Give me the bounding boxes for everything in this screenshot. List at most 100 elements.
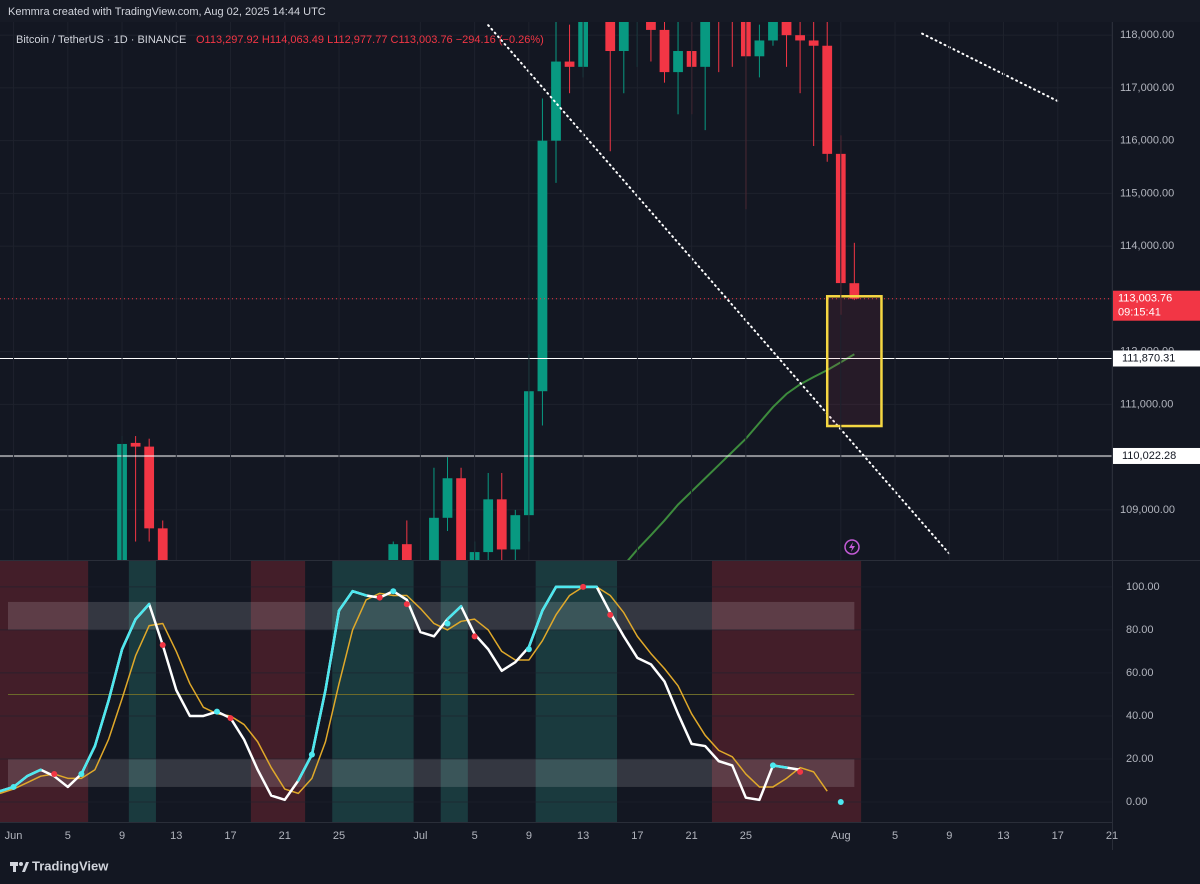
signal-dot bbox=[227, 715, 234, 722]
signal-dot bbox=[308, 751, 315, 758]
signal-dot bbox=[444, 620, 451, 627]
x-tick-label: 25 bbox=[740, 830, 752, 842]
rising-segment bbox=[93, 699, 110, 748]
y-tick-label: 109,000.00 bbox=[1120, 504, 1175, 516]
candle-body bbox=[537, 140, 548, 392]
candle-body bbox=[144, 446, 155, 529]
rising-segment bbox=[120, 617, 137, 651]
x-tick-label: 9 bbox=[119, 830, 125, 842]
signal-dot bbox=[213, 708, 220, 715]
y-tick-label: 20.00 bbox=[1126, 753, 1154, 765]
symbol: Bitcoin / TetherUS · 1D · BINANCE bbox=[16, 34, 186, 46]
candle-body bbox=[388, 544, 399, 560]
x-tick-label: 9 bbox=[946, 830, 952, 842]
x-tick-label: 13 bbox=[997, 830, 1009, 842]
brand-logo bbox=[10, 862, 29, 872]
trendline bbox=[921, 32, 1059, 103]
candle-body bbox=[456, 478, 466, 560]
axes: 109,000.00110,000.00111,000.00112,000.00… bbox=[5, 29, 1200, 842]
candle-body bbox=[564, 61, 575, 67]
y-tick-label: 118,000.00 bbox=[1120, 29, 1174, 41]
x-tick-label: 21 bbox=[279, 830, 291, 842]
band bbox=[8, 758, 855, 787]
y-tick-label: 80.00 bbox=[1126, 624, 1154, 636]
x-tick-label: 13 bbox=[170, 830, 182, 842]
signal-dot bbox=[51, 771, 58, 778]
candle-body bbox=[646, 22, 656, 30]
candle-body bbox=[795, 35, 805, 41]
signal-dot bbox=[10, 783, 17, 790]
candle-body bbox=[442, 478, 453, 518]
rising-segment bbox=[324, 609, 341, 692]
candle-body bbox=[700, 22, 711, 67]
y-tick-label: 114,000.00 bbox=[1120, 240, 1174, 252]
x-tick-label: 25 bbox=[333, 830, 345, 842]
zone bbox=[535, 560, 618, 822]
x-tick-label: 9 bbox=[526, 830, 532, 842]
zone bbox=[440, 560, 468, 822]
candle-body bbox=[429, 517, 439, 560]
signal-dot bbox=[797, 768, 804, 775]
oscillator-line bbox=[0, 586, 828, 795]
rising-segment bbox=[527, 609, 544, 649]
credit: Kemmra created with TradingView.com, Aug… bbox=[8, 6, 326, 18]
level-label: 111,870.31 bbox=[1122, 352, 1175, 364]
rising-segment bbox=[80, 744, 97, 776]
candle-body bbox=[618, 22, 629, 52]
price-pane bbox=[0, 22, 1112, 560]
zone bbox=[332, 560, 414, 822]
alert-icon[interactable] bbox=[844, 539, 860, 555]
oscillator-pane bbox=[0, 560, 1112, 822]
moving-average bbox=[627, 353, 855, 560]
level-label-box bbox=[1113, 447, 1200, 464]
rising-segment bbox=[337, 589, 354, 612]
signal-dot bbox=[769, 762, 776, 769]
signal-dot bbox=[580, 583, 587, 590]
candle-body bbox=[808, 40, 819, 46]
rising-segment bbox=[25, 768, 42, 778]
candle-body bbox=[768, 22, 778, 41]
rising-segment bbox=[107, 648, 124, 703]
candle-body bbox=[551, 61, 561, 141]
trendline bbox=[487, 24, 951, 555]
x-tick-label: Jun bbox=[5, 830, 23, 842]
y-tick-label: 115,000.00 bbox=[1120, 187, 1174, 199]
y-tick-label: 116,000.00 bbox=[1120, 135, 1174, 147]
candle-body bbox=[510, 515, 521, 550]
rising-segment bbox=[297, 753, 314, 782]
signal-dot bbox=[390, 588, 397, 595]
level-label-box bbox=[1113, 350, 1200, 367]
rising-segment bbox=[134, 602, 151, 621]
x-tick-label: Aug bbox=[831, 830, 851, 842]
candle-body bbox=[401, 544, 412, 560]
last-price-box bbox=[1113, 290, 1200, 321]
level-label: 110,022.28 bbox=[1122, 450, 1176, 462]
candle-body bbox=[130, 442, 141, 447]
x-tick-label: 17 bbox=[631, 830, 643, 842]
signal-dot bbox=[376, 594, 383, 601]
band bbox=[8, 601, 855, 630]
y-tick-label: 100.00 bbox=[1126, 581, 1160, 593]
y-tick-label: 40.00 bbox=[1126, 710, 1154, 722]
x-tick-label: 13 bbox=[577, 830, 589, 842]
signal-dot bbox=[403, 601, 410, 608]
x-tick-label: Jul bbox=[413, 830, 427, 842]
candle-body bbox=[605, 22, 616, 52]
ohlc: O113,297.92 H114,063.49 L112,977.77 C113… bbox=[196, 34, 544, 46]
signal-dot bbox=[525, 646, 532, 653]
candle-body bbox=[673, 51, 683, 73]
candle-body bbox=[157, 528, 168, 560]
x-tick-label: 17 bbox=[224, 830, 236, 842]
signal-dot bbox=[471, 633, 478, 640]
x-tick-label: 5 bbox=[892, 830, 898, 842]
signal-dot bbox=[78, 771, 85, 778]
candle-body bbox=[781, 22, 792, 36]
highlight-box bbox=[825, 295, 883, 428]
rising-segment bbox=[351, 589, 368, 597]
brand: TradingView bbox=[32, 858, 109, 873]
y-tick-label: 117,000.00 bbox=[1120, 82, 1174, 94]
rising-segment bbox=[541, 585, 558, 612]
rising-segment bbox=[310, 688, 327, 756]
candle-body bbox=[754, 40, 765, 57]
